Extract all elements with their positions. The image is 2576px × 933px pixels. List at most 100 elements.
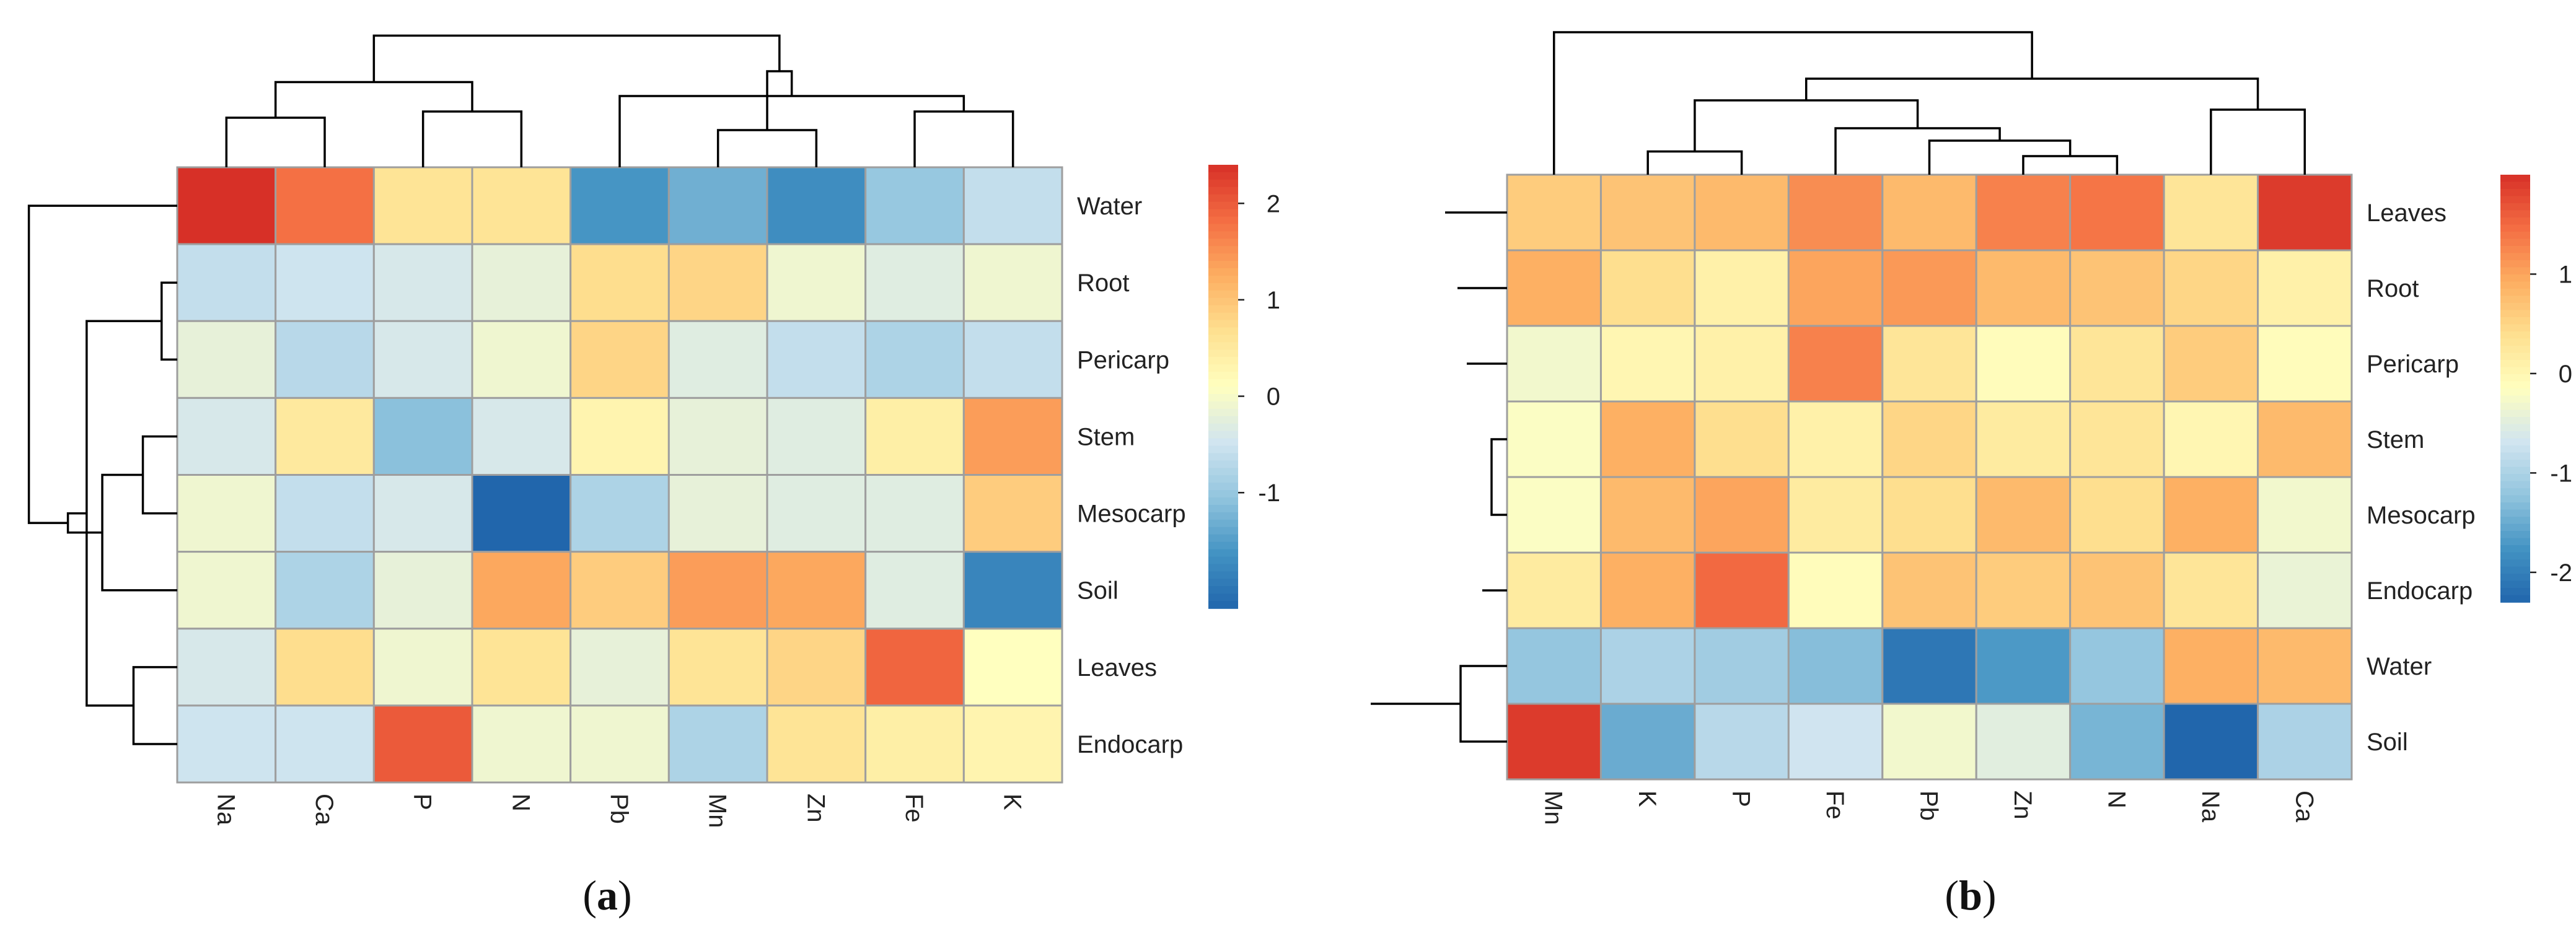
heatmap-b-cell-water-k [1599, 627, 1696, 705]
heatmap-a-legend-swatch [1208, 349, 1238, 358]
heatmap-b-legend-swatch [2500, 509, 2530, 517]
heatmap-a-cell-mesocarp-p [372, 474, 473, 553]
heatmap-b-legend-swatch [2500, 403, 2530, 411]
heatmap-b-legend-swatch [2500, 410, 2530, 418]
heatmap-a-cell-endocarp-na [176, 704, 277, 784]
heatmap-b-cell-mesocarp-zn [1975, 476, 2072, 554]
heatmap-b-column-dendrogram-branch [1646, 150, 1743, 175]
heatmap-a-legend-swatch [1208, 342, 1238, 351]
heatmap-a-legend-swatch [1208, 290, 1238, 299]
heatmap-b-legend-tick-label: 0 [2559, 361, 2572, 388]
heatmap-a-column-dendrogram-branch [225, 116, 326, 167]
heatmap-a-legend-swatch [1208, 527, 1238, 535]
heatmap-b-legend-swatch [2500, 175, 2530, 183]
heatmap-b-cell-water-fe [1787, 627, 1884, 705]
heatmap-b-legend-swatch [2500, 260, 2530, 268]
heatmap-a: Water Root Pericarp Stem Mesocarp Soil Leaves E… [27, 34, 1280, 828]
heatmap-a-row-dendrogram-branch [101, 473, 177, 592]
heatmap-b-cell-stem-n [2069, 400, 2165, 478]
heatmap-a-legend-swatch [1208, 579, 1238, 587]
heatmap-b-column-label: K [1633, 791, 1661, 807]
heatmap-a-column-label: Zn [802, 794, 829, 823]
heatmap-a-cell-leaves-na [176, 628, 277, 707]
heatmap-a-column-dendrogram-branch [372, 34, 781, 82]
heatmap-a-legend-tick-label: -1 [1258, 480, 1280, 507]
heatmap-a-cell-soil-p [372, 551, 473, 630]
heatmap-b-legend-swatch [2500, 538, 2530, 546]
heatmap-a-cell-mesocarp-n [471, 474, 572, 553]
heatmap-b-cell-mesocarp-fe [1787, 476, 1884, 554]
heatmap-b-legend-swatch [2500, 502, 2530, 510]
heatmap-a-legend-swatch [1208, 519, 1238, 528]
heatmap-b-cell-water-zn [1975, 627, 2072, 705]
heatmap-a-cell-soil-ca [275, 551, 375, 630]
heatmap-a-legend-swatch [1208, 534, 1238, 543]
heatmap-b-column-label: N [2103, 791, 2130, 808]
heatmap-b-row-label: Root [2367, 275, 2419, 302]
heatmap-a-cell-soil-fe [864, 551, 965, 630]
heatmap-a-legend-swatch [1208, 504, 1238, 513]
heatmap-b-legend-swatch [2500, 203, 2530, 211]
heatmap-a-cell-root-pb [569, 243, 670, 322]
heatmap-a-column-label: Mn [704, 794, 731, 828]
panel-label-b: (b) [1945, 872, 1996, 919]
heatmap-b-row-label: Leaves [2367, 199, 2446, 227]
heatmap-b-cell-endocarp-na [2163, 551, 2259, 629]
heatmap-b-cell-stem-na [2163, 400, 2259, 478]
heatmap-b-column-dendrogram-branch [2022, 155, 2119, 175]
heatmap-a-cell-mesocarp-mn [667, 474, 768, 553]
heatmap-a-legend-swatch [1208, 541, 1238, 550]
heatmap-b-column-label: Mn [1540, 791, 1567, 825]
heatmap-a-cell-stem-zn [766, 396, 867, 476]
heatmap-b-legend-swatch [2500, 224, 2530, 232]
heatmap-b-cell-soil-ca [2257, 703, 2353, 781]
heatmap-b-column-label: Fe [1821, 791, 1848, 820]
heatmap-a-cell-leaves-k [962, 628, 1063, 707]
heatmap-b-cell-root-pb [1881, 249, 1977, 327]
heatmap-b-legend-swatch [2500, 182, 2530, 190]
heatmap-b-legend-swatch [2500, 523, 2530, 532]
heatmap-b-legend-swatch [2500, 253, 2530, 261]
heatmap-b-cell-root-mn [1506, 249, 1602, 327]
heatmap-b-column-dendrogram-branch [1694, 99, 1919, 152]
heatmap-a-cell-pericarp-pb [569, 320, 670, 399]
heatmap-b-row-label: Endocarp [2367, 577, 2473, 605]
heatmap-b-legend-swatch [2500, 189, 2530, 197]
heatmap-b-legend-swatch [2500, 374, 2530, 382]
heatmap-b-cell-soil-pb [1881, 703, 1977, 781]
heatmap-b-legend-swatch [2500, 395, 2530, 403]
heatmap-a-row-label: Endocarp [1077, 731, 1183, 758]
heatmap-b-cell-stem-zn [1975, 400, 2072, 478]
heatmap-b-cell-pericarp-k [1599, 325, 1696, 403]
heatmap-b-legend-swatch [2500, 388, 2530, 396]
heatmap-a-column-label: Na [212, 794, 239, 826]
heatmap-a-legend-swatch [1208, 186, 1238, 195]
heatmap-b-cell-leaves-na [2163, 173, 2259, 252]
heatmap-b-cell-soil-zn [1975, 703, 2072, 781]
heatmap-b-cell-root-p [1694, 249, 1790, 327]
heatmap-a-row-label: Stem [1077, 423, 1135, 450]
heatmap-b-legend-swatch [2500, 367, 2530, 375]
heatmap-a-legend-swatch [1208, 172, 1238, 180]
heatmap-b-cell-leaves-zn [1975, 173, 2072, 252]
heatmap-b-cell-mesocarp-p [1694, 476, 1790, 554]
heatmap-b-cell-root-zn [1975, 249, 2072, 327]
heatmap-b-legend-swatch [2500, 417, 2530, 425]
heatmap-a-color-legend: 2 1 0 -1 [1208, 165, 1280, 609]
heatmap-a-legend-swatch [1208, 408, 1238, 417]
heatmap-b-cell-root-ca [2257, 249, 2353, 327]
heatmap-b-legend-swatch [2500, 595, 2530, 603]
heatmap-a-cell-pericarp-na [176, 320, 277, 399]
heatmap-b-cell-stem-pb [1881, 400, 1977, 478]
heatmap-b-legend-tick-label: -1 [2550, 460, 2572, 487]
heatmap-a-legend-swatch [1208, 194, 1238, 203]
heatmap-a-legend-swatch [1208, 453, 1238, 462]
heatmap-b-legend-swatch [2500, 531, 2530, 539]
heatmap-a-legend-swatch [1208, 564, 1238, 572]
heatmap-b-cell-stem-k [1599, 400, 1696, 478]
heatmap-a-column-dendrogram-branch [716, 129, 818, 167]
heatmap-b-legend-swatch [2500, 566, 2530, 574]
heatmap-b-color-legend: 1 0 -1 -2 [2500, 175, 2572, 603]
heatmap-a-legend-swatch [1208, 372, 1238, 380]
heatmap-b-cell-leaves-ca [2257, 173, 2353, 252]
